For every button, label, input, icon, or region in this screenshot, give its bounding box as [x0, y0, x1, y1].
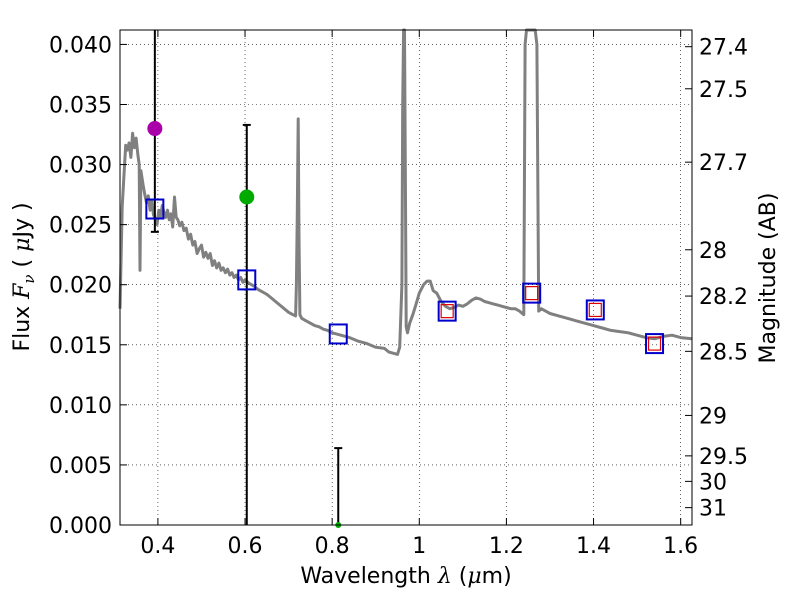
markers: [145, 121, 665, 528]
mag-tick-label: 28.2: [699, 285, 748, 310]
model-band-square: [522, 282, 542, 304]
mag-tick-label: 29.5: [699, 445, 748, 470]
x-axis-label: Wavelength λ (μm): [300, 564, 511, 589]
model-band-square: [237, 269, 257, 291]
y-tick-label: 0.015: [49, 334, 112, 359]
observed-point: [147, 121, 163, 137]
y-axis-label-unit: Jy ): [10, 202, 35, 239]
mag-tick-label: 28.5: [699, 340, 748, 365]
x-axis-label-mu: μ: [467, 564, 481, 589]
x-tick-label: 1.6: [663, 534, 698, 559]
mag-tick-label: 27.5: [699, 78, 748, 103]
x-tick-label: 0.8: [315, 534, 350, 559]
model-band-square: [328, 323, 348, 345]
x-axis-label-lambda: λ: [437, 564, 452, 589]
limit-inner-square: [647, 336, 662, 351]
y-tick-label: 0.025: [49, 214, 112, 239]
spectrum-layer: [118, 28, 693, 356]
model-band-square: [437, 300, 457, 322]
y-axis-label-sym: F: [10, 283, 35, 300]
mag-tick-label: 31: [699, 497, 727, 522]
axis-ticks: 0.4 0.6 0.8 1 1.2 1.4 1.6 0.000 0.005 0.010 0.015 0…: [49, 30, 748, 559]
y-tick-label: 0.020: [49, 274, 112, 299]
mag-tick-label: 28: [699, 239, 727, 264]
x-tick-label: 0.4: [140, 534, 175, 559]
error-bars: [150, 30, 343, 525]
mag-tick-label: 30: [699, 470, 727, 495]
x-axis-label-prefix: Wavelength: [300, 564, 438, 589]
mag-tick-label: 27.4: [699, 36, 748, 61]
limit-inner-square: [440, 304, 454, 319]
x-tick-label: 1.2: [489, 534, 524, 559]
model-band-square: [645, 333, 665, 355]
y-axis-label: Flux Fν ( μJy ): [10, 202, 38, 351]
y-tick-label: 0.035: [49, 93, 112, 118]
y-axis-label-mu: μ: [10, 238, 35, 252]
y2-axis-label: Magnitude (AB): [756, 193, 781, 364]
mag-tick-label: 29: [699, 404, 727, 429]
x-axis-label-unit: m): [482, 564, 512, 589]
y-axis-label-prefix: Flux: [10, 299, 35, 352]
plot-frame: [119, 29, 693, 526]
x-tick-label: 0.6: [228, 534, 263, 559]
y-tick-label: 0.000: [49, 514, 112, 539]
spectrum-line: [118, 28, 693, 356]
x-tick-label: 1: [412, 534, 426, 559]
limit-inner-square: [588, 302, 602, 318]
y-tick-label: 0.030: [49, 154, 112, 179]
y-tick-label: 0.040: [49, 33, 112, 58]
y-axis-label-sub: ν: [20, 274, 38, 283]
model-band-square: [585, 299, 605, 321]
mag-tick-label: 27.7: [699, 151, 748, 176]
y-axis-label-open: (: [10, 252, 35, 275]
limit-inner-square: [525, 286, 539, 301]
x-axis-label-open: (: [452, 564, 468, 589]
model-band-square: [145, 198, 165, 220]
observed-point: [239, 189, 255, 205]
y-tick-label: 0.005: [49, 454, 112, 479]
x-tick-label: 1.4: [576, 534, 611, 559]
y-tick-label: 0.010: [49, 394, 112, 419]
